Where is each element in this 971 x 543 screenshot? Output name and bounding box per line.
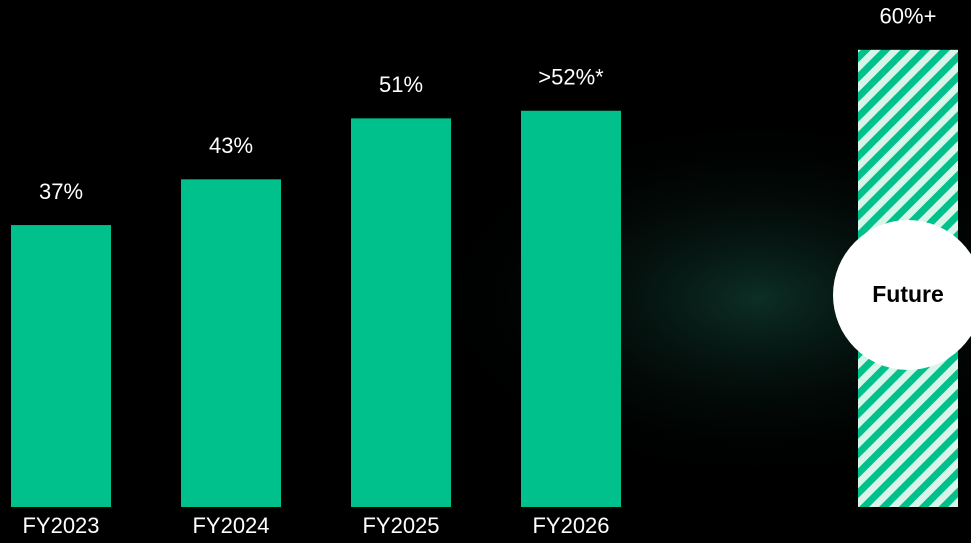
x-tick-label: FY2023: [22, 513, 99, 538]
value-label: 37%: [39, 179, 83, 204]
value-label: 51%: [379, 72, 423, 97]
bar: [11, 225, 111, 507]
bar: [181, 179, 281, 507]
bar: [351, 118, 451, 507]
value-label: >52%*: [538, 65, 604, 90]
bar: [521, 110, 621, 507]
x-tick-label: FY2025: [362, 513, 439, 538]
x-tick-label: FY2026: [532, 513, 609, 538]
annotation-circle: [833, 220, 971, 370]
x-tick-label: FY2024: [192, 513, 269, 538]
value-label: 43%: [209, 133, 253, 158]
annotation: Future: [872, 281, 944, 307]
value-label: 60%+: [880, 4, 937, 29]
